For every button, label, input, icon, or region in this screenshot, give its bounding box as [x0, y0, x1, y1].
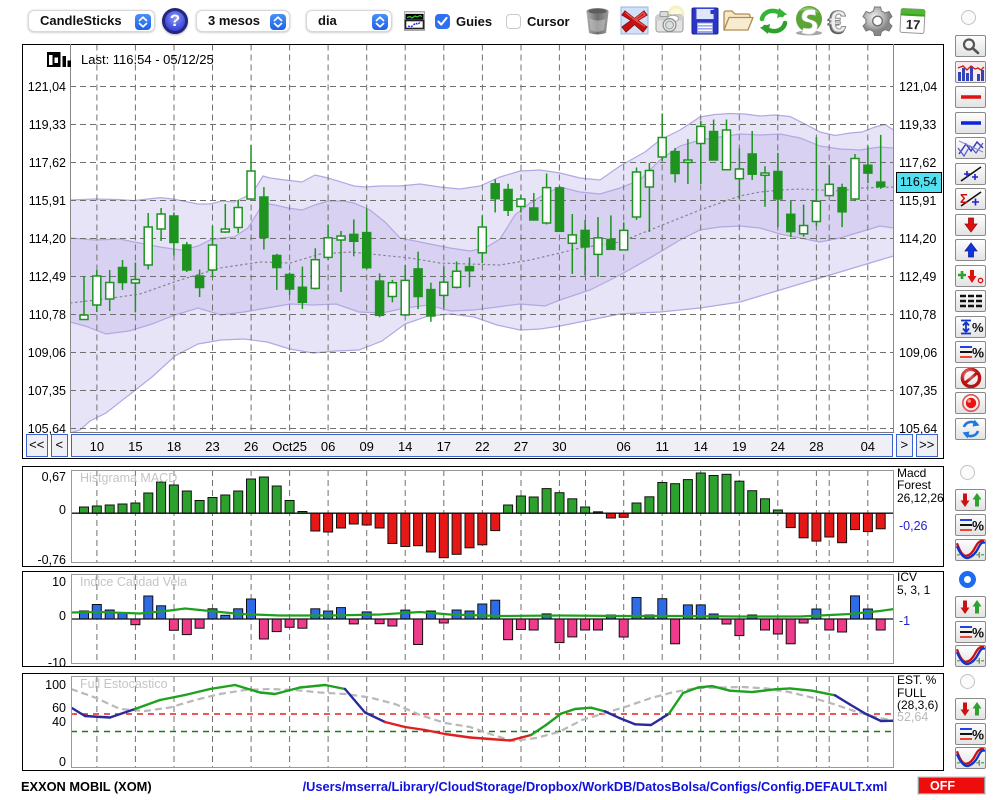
- svg-text:%: %: [972, 519, 984, 534]
- svg-text:%: %: [972, 727, 984, 742]
- svg-text:%: %: [972, 320, 984, 335]
- svg-text:€: €: [827, 4, 846, 38]
- svg-text:Σ: Σ: [960, 191, 968, 206]
- svg-text:€: €: [829, 4, 846, 38]
- svg-text:%: %: [972, 346, 984, 361]
- svg-text:%: %: [972, 625, 984, 640]
- svg-text:17: 17: [905, 17, 920, 33]
